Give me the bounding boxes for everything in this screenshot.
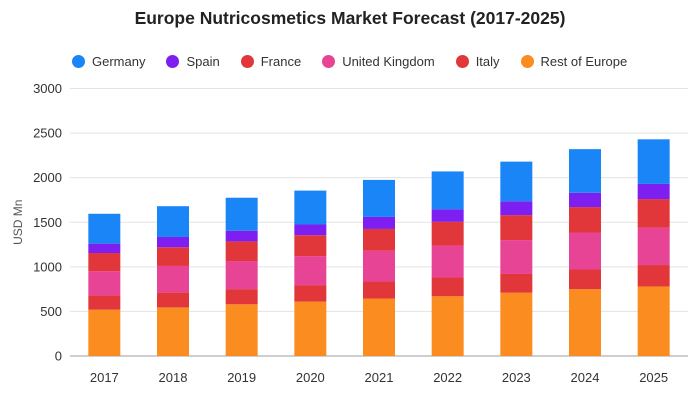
bar-united-kingdom-2017: [88, 271, 121, 296]
bar-united-kingdom-2025: [637, 227, 670, 266]
legend-item-france[interactable]: France: [240, 53, 302, 69]
bar-germany-2023: [500, 161, 533, 202]
legend-label: Rest of Europe: [540, 53, 628, 69]
legend-label: Spain: [186, 53, 220, 69]
bar-germany-2022: [431, 171, 464, 210]
chart-title: Europe Nutricosmetics Market Forecast (2…: [134, 8, 566, 28]
bar-france-2018: [157, 247, 189, 266]
y-axis-title: USD Mn: [11, 200, 25, 245]
legend-item-germany[interactable]: Germany: [72, 54, 145, 69]
bar-italy-2017: [88, 295, 121, 310]
bar-united-kingdom-2021: [363, 250, 395, 282]
bar-france-2023: [500, 215, 533, 241]
bar-france-2021: [363, 228, 395, 251]
legend-swatch-germany: [72, 54, 85, 68]
bar-rest-of-europe-2020: [294, 301, 327, 356]
legend-label: United Kingdom: [342, 53, 435, 69]
bar-spain-2019: [225, 230, 258, 242]
bar-italy-2020: [294, 285, 327, 302]
bar-germany-2018: [157, 206, 189, 237]
legend-item-united-kingdom[interactable]: United Kingdom: [322, 54, 435, 69]
bar-italy-2022: [431, 277, 464, 297]
bar-rest-of-europe-2022: [431, 296, 464, 356]
bar-germany-2021: [363, 179, 395, 217]
bar-spain-2017: [88, 243, 121, 254]
legend-label: Italy: [475, 53, 500, 69]
bar-italy-2025: [637, 265, 670, 287]
bar-rest-of-europe-2021: [363, 298, 395, 356]
x-tick-label: 2023: [502, 370, 531, 385]
x-tick-label: 2022: [433, 370, 462, 385]
y-tick-label: 1000: [33, 259, 62, 274]
bar-rest-of-europe-2024: [569, 289, 601, 356]
bar-france-2025: [637, 199, 670, 228]
bar-spain-2020: [294, 224, 327, 236]
x-tick-label: 2025: [639, 370, 668, 385]
bar-germany-2024: [569, 149, 601, 193]
bar-united-kingdom-2024: [569, 232, 601, 270]
bar-germany-2019: [225, 197, 258, 231]
bar-rest-of-europe-2023: [500, 292, 533, 356]
legend-label: Germany: [92, 53, 146, 69]
bar-rest-of-europe-2019: [225, 304, 258, 356]
bar-france-2019: [225, 241, 258, 262]
bar-italy-2019: [225, 289, 258, 305]
legend-item-spain[interactable]: Spain: [166, 53, 220, 69]
bar-united-kingdom-2019: [225, 261, 258, 290]
bar-united-kingdom-2020: [294, 256, 327, 286]
bar-germany-2025: [637, 139, 670, 184]
bar-france-2024: [569, 207, 601, 233]
legend-item-rest-of-europe[interactable]: Rest of Europe: [520, 53, 628, 69]
bar-italy-2023: [500, 273, 533, 293]
y-tick-label: 2500: [33, 126, 62, 141]
legend-swatch-france: [240, 54, 254, 68]
legend-swatch-spain: [166, 54, 180, 68]
bar-spain-2025: [637, 183, 670, 200]
x-tick-label: 2020: [296, 370, 325, 385]
bar-germany-2017: [88, 213, 121, 244]
bar-rest-of-europe-2018: [157, 307, 189, 356]
y-tick-label: 2000: [33, 170, 62, 185]
chart-legend: Germany Spain France United Kingdom Italy Res…: [72, 52, 648, 70]
x-tick-label: 2021: [365, 370, 394, 385]
bar-united-kingdom-2023: [500, 240, 533, 274]
y-tick-label: 0: [55, 349, 62, 364]
y-tick-label: 1500: [33, 215, 62, 230]
bar-france-2020: [294, 235, 327, 257]
bar-spain-2018: [157, 236, 189, 248]
bar-spain-2024: [569, 192, 601, 208]
x-tick-label: 2018: [159, 370, 188, 385]
legend-swatch-united-kingdom: [322, 54, 336, 68]
legend-item-italy[interactable]: Italy: [455, 53, 500, 69]
bar-italy-2018: [157, 292, 189, 308]
bar-italy-2024: [569, 269, 601, 290]
legend-label: France: [260, 53, 302, 69]
bar-rest-of-europe-2025: [637, 286, 670, 356]
y-tick-label: 500: [40, 304, 62, 319]
bar-france-2022: [431, 221, 464, 246]
x-tick-label: 2017: [90, 370, 119, 385]
bar-united-kingdom-2022: [431, 245, 464, 278]
bar-spain-2022: [431, 209, 464, 222]
bar-spain-2021: [363, 216, 395, 229]
legend-swatch-rest-of-europe: [520, 54, 534, 68]
bar-germany-2020: [294, 190, 327, 225]
bar-spain-2023: [500, 201, 533, 216]
x-tick-label: 2019: [227, 370, 256, 385]
y-tick-label: 3000: [33, 81, 62, 96]
bar-france-2017: [88, 253, 121, 272]
bar-rest-of-europe-2017: [88, 309, 121, 356]
legend-swatch-italy: [455, 54, 469, 68]
x-tick-label: 2024: [571, 370, 600, 385]
bar-united-kingdom-2018: [157, 265, 189, 293]
bar-italy-2021: [363, 281, 395, 299]
